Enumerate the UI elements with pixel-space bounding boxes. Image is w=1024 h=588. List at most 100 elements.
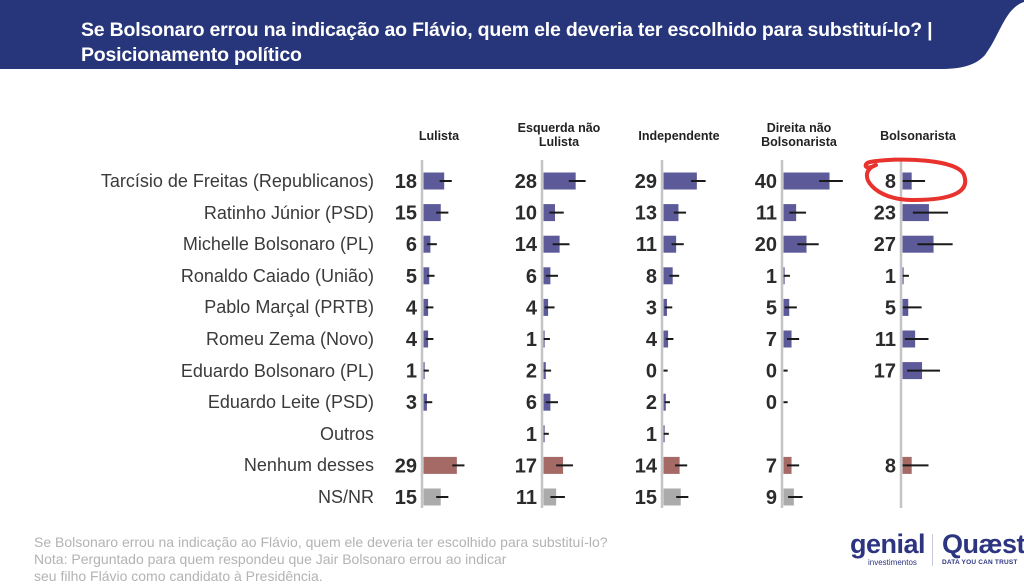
column-header: Esquerda não Lulista (499, 121, 619, 149)
value-label: 6 (526, 392, 537, 414)
value-label: 14 (515, 234, 538, 256)
column-header-line: Direita não (766, 121, 832, 135)
row-label: Nenhum desses (243, 455, 374, 476)
value-label: 4 (406, 297, 418, 319)
value-label: 29 (635, 171, 657, 193)
footer-question: Se Bolsonaro errou na indicação ao Flávi… (34, 534, 608, 550)
column-header-line: Lulista (538, 135, 580, 149)
row-label: Michelle Bolsonaro (PL) (182, 234, 374, 255)
bar (663, 267, 673, 285)
bar (663, 456, 680, 474)
value-label: 1 (766, 266, 777, 288)
value-label: 5 (406, 266, 417, 288)
value-label: 4 (526, 297, 538, 319)
value-label: 13 (635, 203, 657, 225)
value-label: 5 (885, 297, 896, 319)
bar (423, 204, 441, 222)
value-label: 14 (635, 455, 658, 477)
value-label: 7 (766, 329, 777, 351)
value-label: 18 (395, 171, 417, 193)
value-label: 1 (646, 424, 657, 446)
row-label: Ronaldo Caiado (União) (180, 265, 374, 286)
bar (543, 235, 560, 253)
value-label: 11 (516, 487, 537, 509)
value-label: 8 (885, 171, 896, 193)
value-label: 7 (766, 455, 777, 477)
value-label: 4 (406, 329, 418, 351)
bar (663, 172, 697, 190)
footer-note: Se Bolsonaro errou na indicação ao Flávi… (34, 534, 754, 585)
row-label: Romeu Zema (Novo) (205, 329, 374, 349)
value-label: 1 (526, 424, 537, 446)
value-label: 10 (515, 203, 537, 225)
row-label: Ratinho Júnior (PSD) (203, 202, 374, 223)
header-banner: Se Bolsonaro errou na indicação ao Flávi… (0, 0, 1024, 72)
value-label: 0 (646, 361, 657, 383)
page-title: Se Bolsonaro errou na indicação ao Flávi… (81, 19, 933, 66)
bar (663, 235, 677, 253)
value-label: 2 (646, 392, 657, 414)
value-label: 1 (526, 329, 537, 351)
column-header: Bolsonarista (858, 129, 978, 143)
row-label: Tarcísio de Freitas (Republicanos) (100, 171, 374, 191)
value-label: 11 (875, 329, 896, 351)
value-label: 23 (874, 203, 896, 225)
value-label: 29 (395, 455, 417, 477)
genial-logo: genial (850, 529, 926, 559)
row-label: Eduardo Bolsonaro (PL) (180, 360, 374, 381)
value-label: 40 (755, 171, 777, 193)
value-label: 3 (646, 297, 657, 319)
value-label: 1 (885, 266, 896, 288)
bar (423, 456, 457, 474)
value-label: 6 (406, 234, 417, 256)
column-header-line: Independente (638, 129, 720, 143)
value-label: 11 (636, 234, 657, 256)
logos: genial investimentos Quæst DATA YOU CAN … (846, 530, 1024, 570)
bar (543, 456, 564, 474)
bar (423, 172, 445, 190)
row-label: Eduardo Leite (PSD) (207, 392, 374, 413)
quaest-logo: Quæst (942, 529, 1024, 559)
bar (543, 172, 576, 190)
column-header: Direita não Bolsonarista (739, 121, 859, 149)
value-label: 17 (515, 455, 537, 477)
value-label: 3 (406, 392, 417, 414)
footer-note-line-1: Nota: Perguntado para quem respondeu que… (34, 551, 507, 567)
value-label: 15 (395, 203, 417, 225)
value-label: 0 (766, 361, 777, 383)
column-header: Lulista (379, 129, 499, 143)
value-label: 11 (756, 203, 777, 225)
value-label: 8 (885, 455, 896, 477)
column-header-line: Bolsonarista (761, 135, 837, 149)
logo-divider (932, 534, 933, 566)
value-label: 17 (874, 361, 896, 383)
value-label: 15 (635, 487, 657, 509)
column-header-line: Esquerda não (517, 121, 601, 135)
column-header: Independente (619, 129, 739, 143)
value-label: 28 (515, 171, 537, 193)
value-label: 15 (395, 487, 417, 509)
footer-note-line-2: seu filho Flávio como candidato à Presid… (34, 568, 323, 584)
bar (423, 488, 441, 506)
genial-logo-subtitle: investimentos (868, 558, 917, 567)
quaest-logo-subtitle: DATA YOU CAN TRUST (942, 559, 1018, 566)
column-header-line: Lulista (418, 129, 460, 143)
value-label: 27 (874, 234, 896, 256)
bar (423, 267, 430, 285)
value-label: 0 (766, 392, 777, 414)
bar (663, 204, 679, 222)
value-label: 1 (406, 361, 417, 383)
value-label: 4 (646, 329, 658, 351)
row-label: NS/NR (317, 487, 374, 507)
value-label: 8 (646, 266, 657, 288)
value-label: 9 (766, 487, 777, 509)
bar (783, 235, 807, 253)
value-label: 5 (766, 297, 777, 319)
row-label: Outros (319, 423, 374, 444)
value-label: 2 (526, 361, 537, 383)
row-label: Pablo Marçal (PRTB) (204, 297, 374, 318)
bar (663, 488, 681, 506)
value-label: 20 (755, 234, 777, 256)
annotation-circle (863, 157, 968, 203)
